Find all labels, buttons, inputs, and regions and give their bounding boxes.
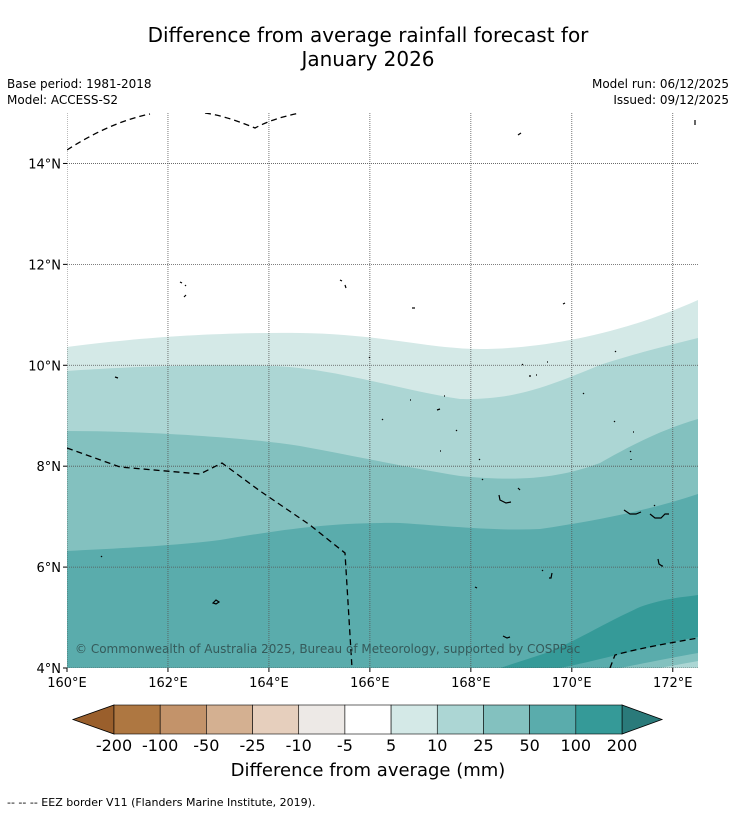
colorbar-swatch: [159, 704, 207, 735]
model-run: Model run: 06/12/2025: [591, 77, 729, 91]
colorbar-swatch: [113, 704, 161, 735]
chart-title-line2: January 2026: [301, 47, 435, 71]
colorbar-low-extend: [71, 704, 115, 735]
y-tick-label: 6°N: [37, 561, 62, 576]
colorbar-label: 5: [386, 736, 396, 755]
islands: [100, 120, 696, 639]
colorbar-swatch: [436, 704, 484, 735]
colorbar-swatch: [483, 704, 530, 735]
colorbar-label: -50: [193, 736, 219, 755]
colorbar: -200 -100 -50 -25 -10 -5 5 10 25 50 100 200: [71, 704, 664, 755]
x-tick-label: 172°E: [653, 676, 693, 691]
band-25-50-lower: [620, 653, 698, 668]
colorbar-swatch: [252, 704, 300, 735]
band-50-100: [67, 494, 698, 668]
colorbar-label: -100: [142, 736, 178, 755]
band-10-25-lower: [660, 661, 698, 668]
colorbar-label: -200: [96, 736, 132, 755]
colorbar-title: Difference from average (mm): [230, 760, 506, 781]
base-period: Base period: 1981-2018: [7, 77, 152, 91]
colorbar-label: 25: [473, 736, 493, 755]
x-tick-label: 160°E: [47, 676, 87, 691]
colorbar-swatch: [529, 704, 577, 735]
x-tick-label: 164°E: [249, 676, 289, 691]
issued-date: Issued: 09/12/2025: [613, 93, 729, 107]
colorbar-label: 50: [519, 736, 539, 755]
model-name: Model: ACCESS-S2: [7, 93, 119, 107]
x-tick-label: 166°E: [350, 676, 390, 691]
colorbar-label: -25: [239, 736, 265, 755]
grid-lines: [67, 113, 698, 668]
y-tick-label: 12°N: [28, 258, 61, 273]
colorbar-swatch: [575, 704, 623, 735]
eez-legend: -- -- -- EEZ border V11 (Flanders Marine…: [7, 796, 316, 809]
y-tick-label: 14°N: [28, 157, 61, 172]
y-tick-label: 10°N: [28, 359, 61, 374]
x-tick-label: 170°E: [552, 676, 592, 691]
colorbar-swatch: [344, 704, 392, 735]
colorbar-label: 10: [427, 736, 447, 755]
map-axes: 160°E 162°E 164°E 166°E 168°E 170°E 172°E 4°N 6°…: [28, 157, 692, 691]
x-tick-label: 168°E: [451, 676, 491, 691]
colorbar-swatch: [298, 704, 346, 735]
chart-title-line1: Difference from average rainfall forecas…: [147, 23, 589, 47]
colorbar-swatch: [390, 704, 438, 735]
colorbar-swatch: [206, 704, 253, 735]
colorbar-label: -5: [337, 736, 353, 755]
y-tick-label: 8°N: [37, 460, 62, 475]
copyright-notice: © Commonwealth of Australia 2025, Bureau…: [75, 642, 580, 656]
colorbar-label: -10: [286, 736, 312, 755]
y-tick-label: 4°N: [37, 662, 62, 677]
colorbar-label: 100: [561, 736, 592, 755]
colorbar-high-extend: [621, 704, 664, 735]
x-tick-label: 162°E: [148, 676, 188, 691]
rainfall-map-area: © Commonwealth of Australia 2025, Bureau…: [67, 113, 698, 668]
eez-borders: [67, 113, 698, 668]
colorbar-label: 200: [607, 736, 638, 755]
